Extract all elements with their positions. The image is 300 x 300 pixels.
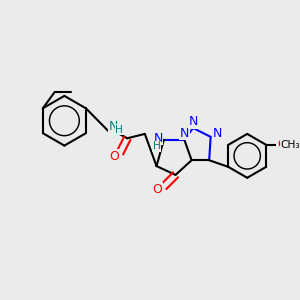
Text: O: O (277, 138, 287, 152)
Text: H: H (116, 124, 123, 134)
Text: O: O (110, 150, 120, 163)
Text: N: N (188, 115, 198, 128)
Text: N: N (109, 120, 118, 133)
Text: CH₃: CH₃ (281, 140, 300, 150)
Text: O: O (152, 183, 162, 196)
Text: H: H (153, 141, 160, 151)
Text: N: N (180, 127, 189, 140)
Text: N: N (212, 128, 222, 140)
Text: N: N (153, 132, 163, 145)
